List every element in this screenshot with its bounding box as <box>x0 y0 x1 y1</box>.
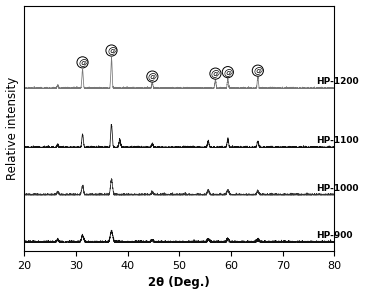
Text: @: @ <box>78 58 87 67</box>
Text: @: @ <box>253 66 262 75</box>
Y-axis label: Relative intensity: Relative intensity <box>5 77 19 180</box>
Text: HP-1100: HP-1100 <box>316 136 359 145</box>
Text: @: @ <box>211 69 220 78</box>
Text: @: @ <box>107 46 116 55</box>
Text: HP-900: HP-900 <box>316 231 353 240</box>
X-axis label: 2θ (Deg.): 2θ (Deg.) <box>148 276 210 289</box>
Text: @: @ <box>148 72 157 81</box>
Text: @: @ <box>223 68 232 77</box>
Text: HP-1200: HP-1200 <box>316 77 359 86</box>
Text: HP-1000: HP-1000 <box>316 183 359 193</box>
